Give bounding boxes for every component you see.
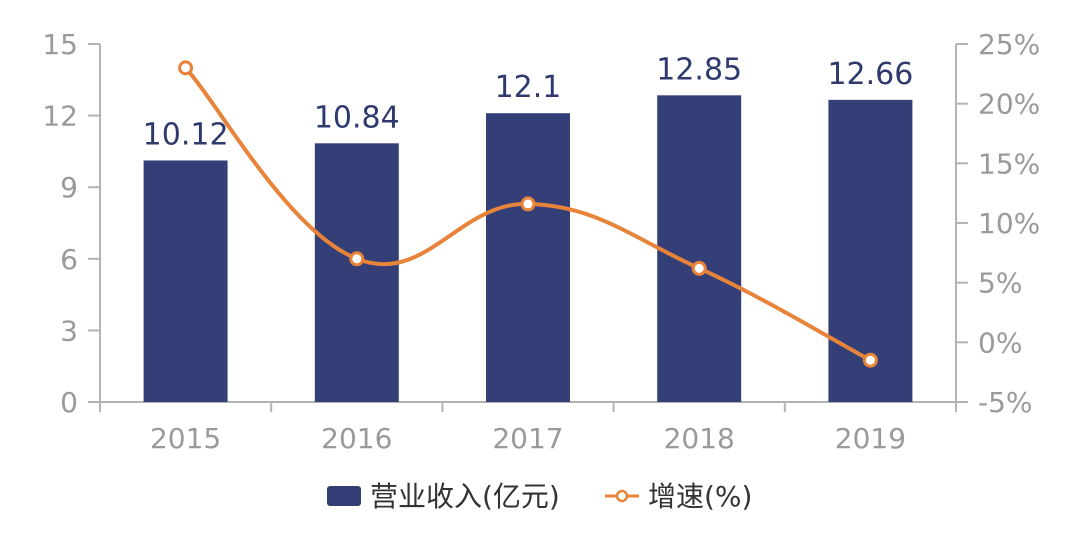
growth-point-2019 bbox=[862, 352, 878, 368]
legend-swatch-revenue bbox=[327, 486, 361, 506]
y-right-tick-label: -5% bbox=[978, 386, 1033, 419]
bar-revenue-2019 bbox=[828, 99, 913, 403]
y-left-tick-label: 15 bbox=[42, 28, 78, 61]
legend-swatch-growth-marker bbox=[615, 489, 629, 503]
bar-value-label: 10.84 bbox=[314, 100, 400, 135]
growth-point-2018 bbox=[691, 260, 707, 276]
bar-revenue-2017 bbox=[486, 113, 570, 403]
bar-revenue-2016 bbox=[314, 143, 399, 402]
growth-line-path bbox=[184, 66, 872, 362]
bars bbox=[143, 95, 913, 403]
legend: 营业收入(亿元) 增速(%) bbox=[327, 480, 752, 513]
growth-line bbox=[178, 60, 878, 368]
y-left-tick-label: 3 bbox=[60, 314, 78, 347]
bar-value-label: 12.85 bbox=[656, 52, 742, 87]
y-right-tick-label: 5% bbox=[978, 267, 1022, 300]
bar-value-label: 12.66 bbox=[827, 57, 913, 92]
x-tick-label: 2016 bbox=[321, 422, 392, 455]
y-right-tick-label: 20% bbox=[978, 88, 1040, 121]
x-tick-label: 2015 bbox=[150, 422, 221, 455]
bar-labels: 10.12 10.84 12.1 12.85 12.66 bbox=[143, 52, 914, 152]
bar-value-label: 10.12 bbox=[143, 117, 229, 152]
y-right-tick-label: 0% bbox=[978, 326, 1022, 359]
growth-point-2016 bbox=[349, 251, 365, 267]
axes: 0 3 6 9 12 15 -5% 0% 5% 10% 15% 20% 25% 2015 2016 2017 2… bbox=[42, 28, 1040, 455]
y-left-tick-label: 6 bbox=[60, 243, 78, 276]
y-left-tick-label: 9 bbox=[60, 171, 78, 204]
growth-point-2017 bbox=[520, 196, 536, 212]
y-left-tick-label: 12 bbox=[42, 100, 78, 133]
x-tick-label: 2019 bbox=[835, 422, 906, 455]
legend-label-growth: 增速(%) bbox=[648, 480, 752, 513]
y-left-tick-label: 0 bbox=[60, 386, 78, 419]
x-tick-label: 2017 bbox=[492, 422, 563, 455]
growth-point-2015 bbox=[178, 60, 194, 76]
legend-label-revenue: 营业收入(亿元) bbox=[370, 480, 560, 513]
y-right-tick-label: 25% bbox=[978, 28, 1040, 61]
y-right-tick-label: 15% bbox=[978, 147, 1040, 180]
bar-revenue-2015 bbox=[143, 160, 228, 402]
x-tick-label: 2018 bbox=[664, 422, 735, 455]
bar-value-label: 12.1 bbox=[495, 70, 562, 105]
bar-revenue-2018 bbox=[657, 95, 742, 403]
y-right-tick-label: 10% bbox=[978, 207, 1040, 240]
